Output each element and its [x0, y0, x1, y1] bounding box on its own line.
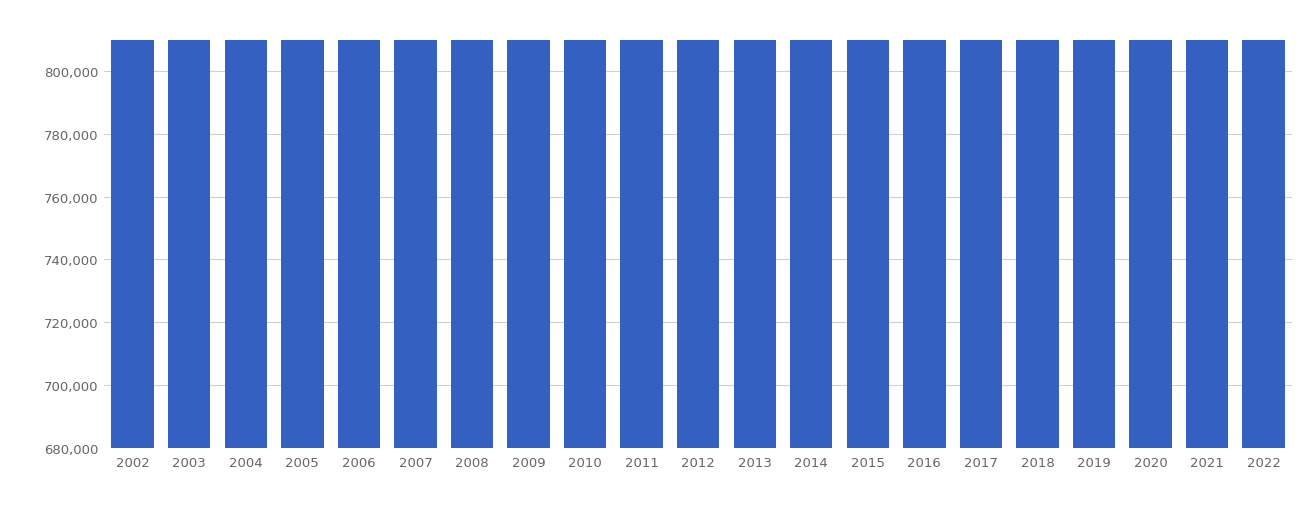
Bar	[168, 0, 210, 448]
Bar	[564, 0, 607, 448]
Bar	[847, 0, 889, 448]
Bar	[1129, 0, 1172, 448]
Bar	[111, 0, 154, 448]
Bar	[508, 0, 549, 448]
Bar	[281, 0, 324, 448]
Bar	[903, 0, 946, 448]
Bar	[1017, 0, 1058, 448]
Bar	[450, 0, 493, 448]
Bar	[790, 0, 833, 448]
Bar	[224, 0, 268, 448]
Bar	[1186, 0, 1228, 448]
Bar	[338, 0, 380, 448]
Bar	[677, 0, 719, 448]
Bar	[1242, 0, 1285, 448]
Bar	[620, 0, 663, 448]
Bar	[733, 0, 776, 448]
Bar	[959, 0, 1002, 448]
Bar	[1073, 0, 1116, 448]
Bar	[394, 0, 437, 448]
